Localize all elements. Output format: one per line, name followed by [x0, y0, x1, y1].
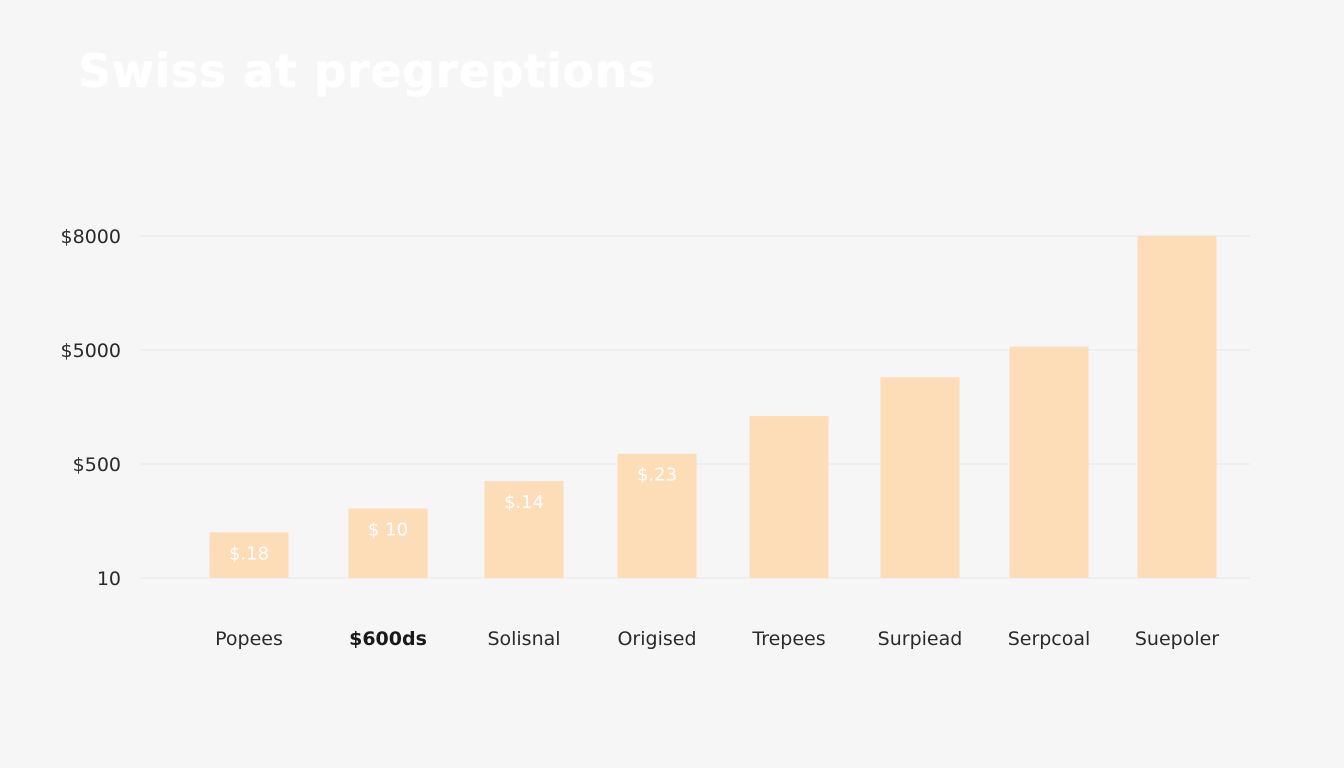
bar — [749, 416, 829, 578]
bar — [1137, 236, 1217, 578]
y-tick-label: $8000 — [61, 226, 121, 248]
y-tick-label: $5000 — [61, 340, 121, 362]
bar — [209, 532, 289, 578]
bar — [617, 453, 697, 578]
x-tick-label: Solisnal — [487, 628, 560, 650]
bar — [348, 508, 428, 578]
data-label: $.23 — [637, 465, 677, 486]
x-tick-label: Origised — [617, 628, 696, 650]
chart-title: Swiss at pregreptions — [78, 44, 656, 98]
bar — [1009, 346, 1089, 578]
bar — [880, 377, 960, 578]
bar — [484, 481, 564, 578]
x-tick-label: Popees — [215, 628, 283, 650]
y-tick-label: 10 — [97, 568, 121, 590]
data-label: $ 10 — [368, 519, 408, 540]
x-tick-label: Suepoler — [1135, 628, 1219, 650]
y-tick-label: $500 — [73, 454, 121, 476]
x-tick-label: Serpcoal — [1008, 628, 1091, 650]
data-label: $.18 — [229, 543, 269, 564]
x-tick-label: Surpiead — [878, 628, 963, 650]
x-tick-label: Trepees — [751, 628, 825, 650]
data-label: $.14 — [504, 492, 544, 513]
x-tick-label: $600ds — [349, 628, 427, 650]
